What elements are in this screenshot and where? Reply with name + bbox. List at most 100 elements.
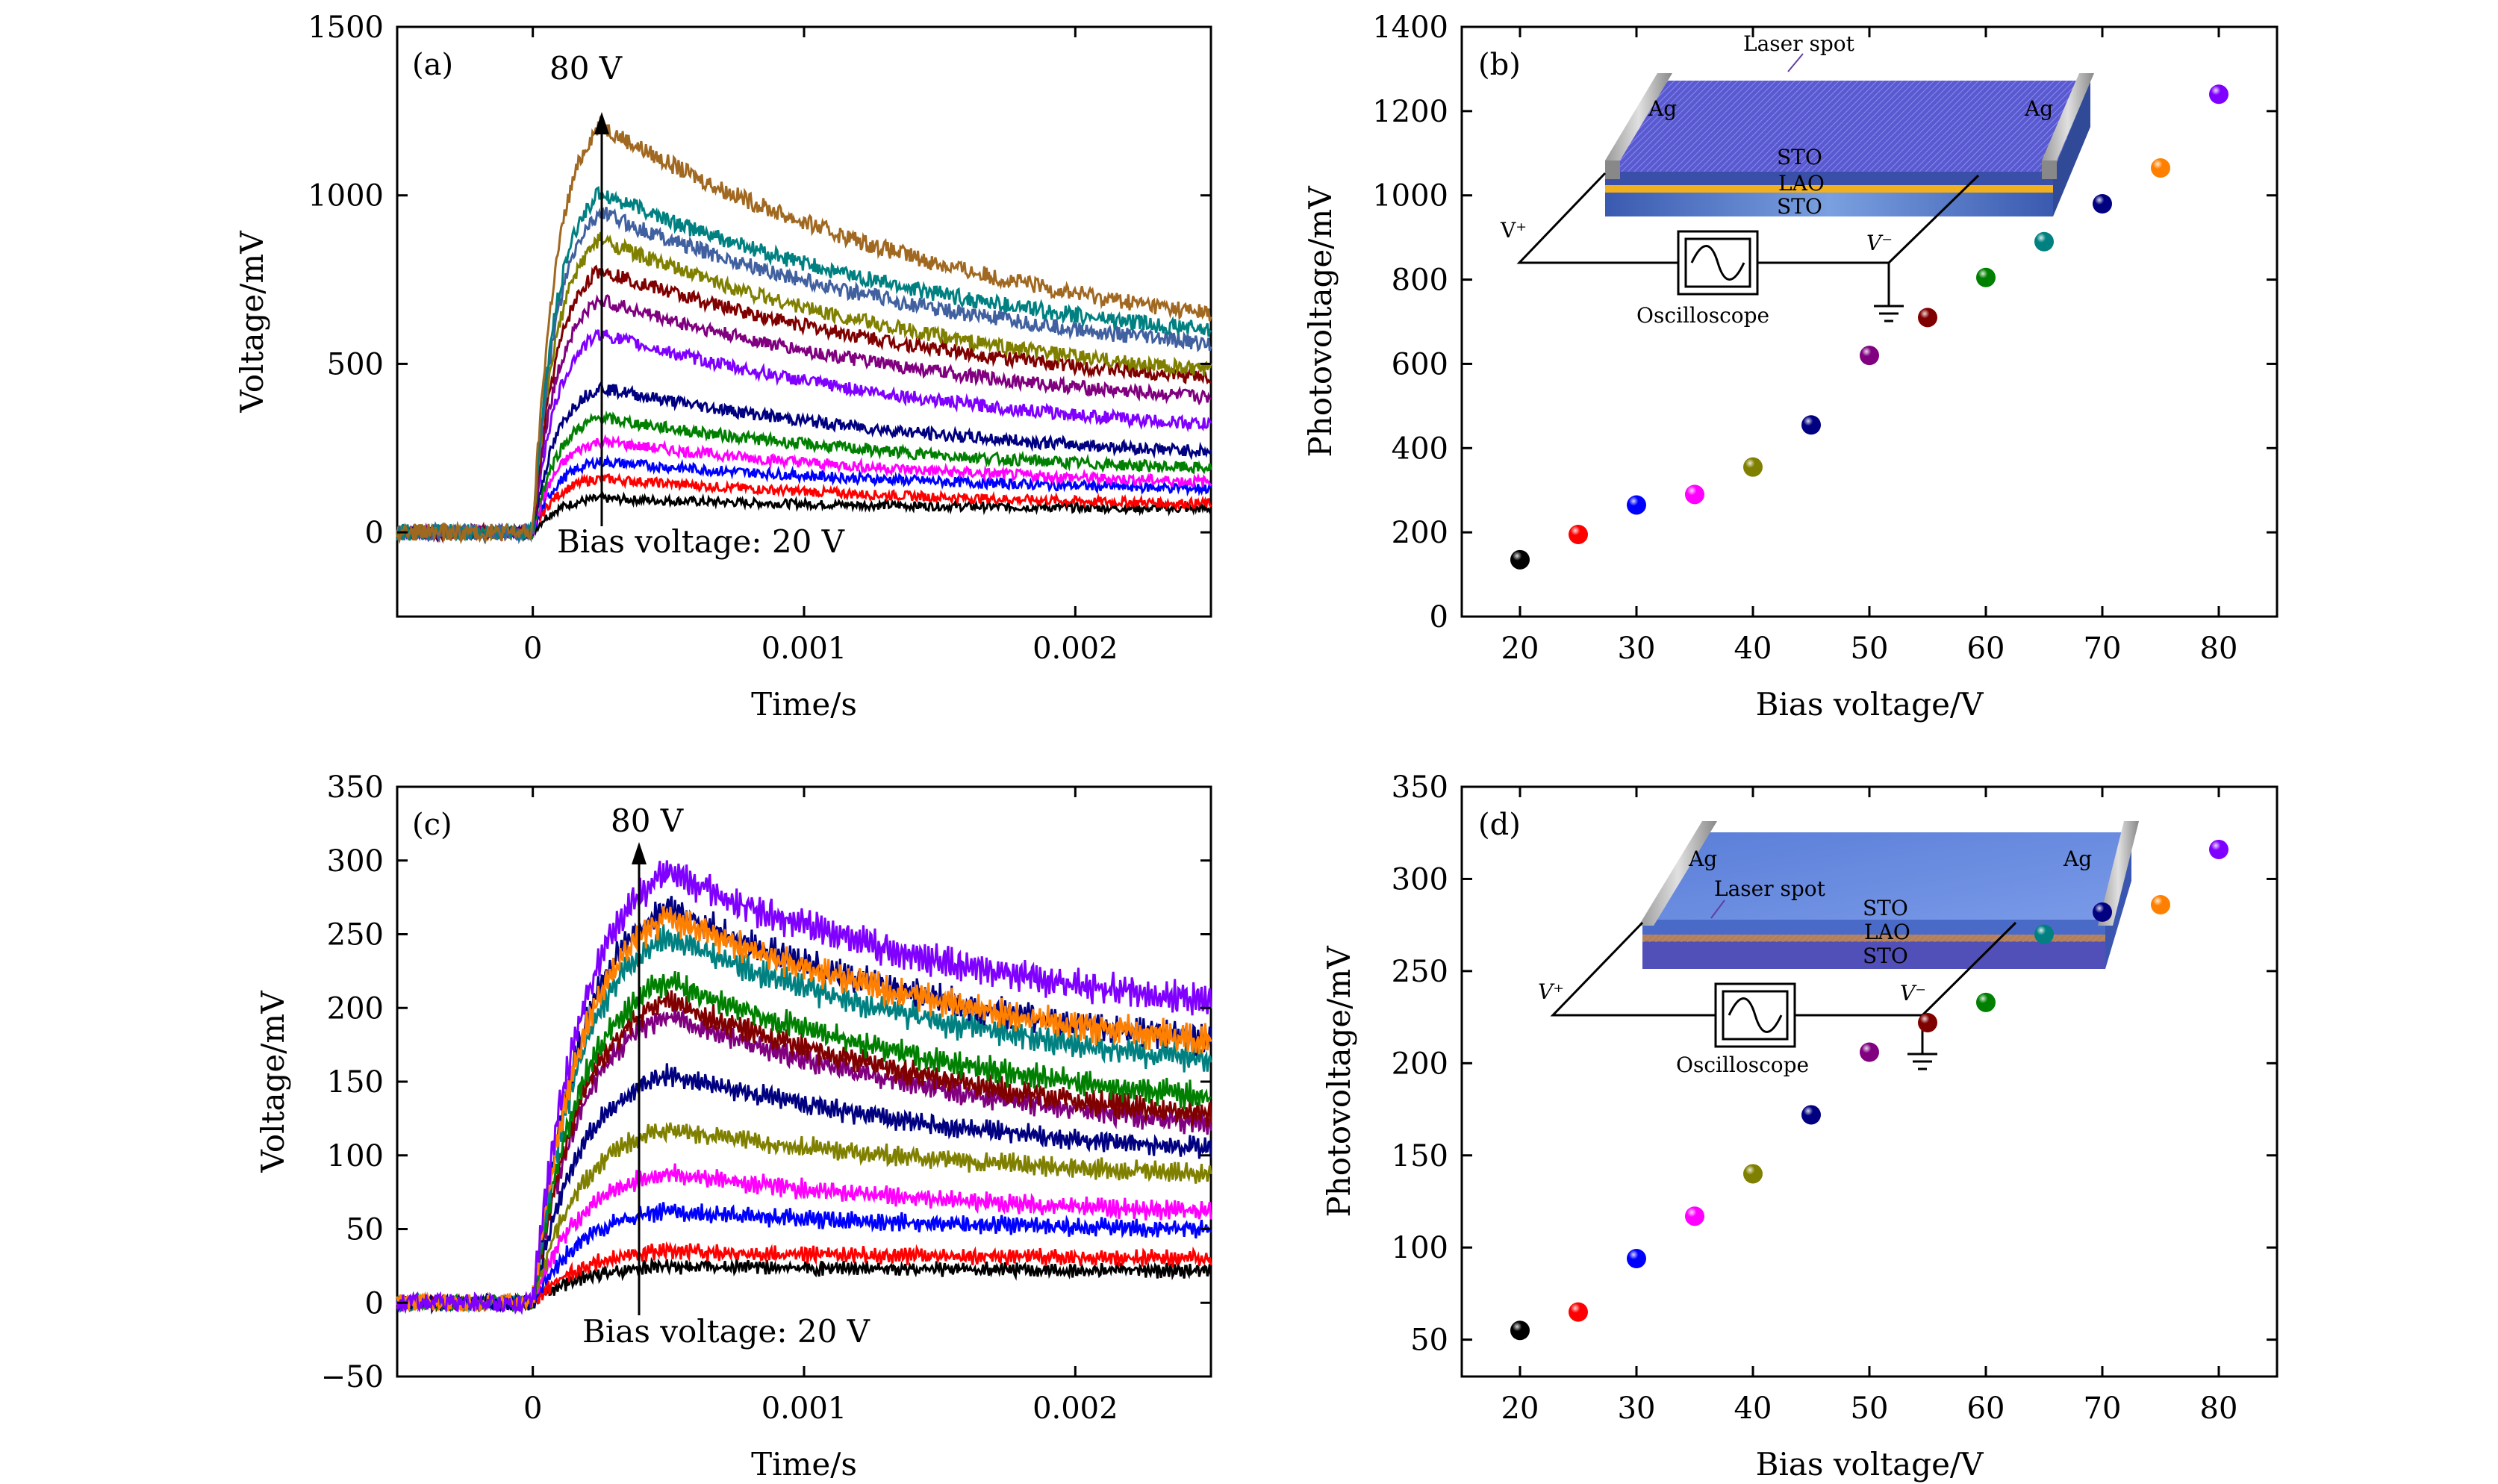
- x-tick-label: 20: [1501, 1391, 1539, 1426]
- annotation-top: 80 V: [549, 50, 623, 87]
- y-axis-title: Voltage/mV: [234, 231, 270, 414]
- y-tick-label: 200: [327, 991, 384, 1026]
- x-tick-label: 50: [1851, 1391, 1889, 1426]
- ag-electrode-left: [1639, 821, 1717, 926]
- y-tick-label: 350: [1392, 770, 1448, 805]
- data-point-highlight: [1918, 308, 1937, 328]
- y-tick-label: 200: [1392, 516, 1448, 550]
- ag-electrode-right: [2042, 73, 2094, 160]
- series-line-13: [396, 860, 1212, 1315]
- ag-electrode-right-front: [2042, 160, 2057, 179]
- data-point-highlight: [2151, 895, 2170, 914]
- panel-label: (c): [412, 808, 452, 842]
- y-tick-label: 250: [327, 918, 384, 953]
- y-axis-title: Photovoltage/mV: [1321, 946, 1357, 1218]
- axes: 0 0.001 0.002 0 500 1000 1500: [308, 10, 1211, 666]
- x-tick-label: 70: [2084, 632, 2122, 666]
- layer-sto-top-label: STO: [1863, 896, 1908, 920]
- y-tick-label: 1000: [1372, 179, 1448, 213]
- points-group: [1510, 839, 2228, 1341]
- series-line-11: [396, 206, 1212, 545]
- oscilloscope-label: Oscilloscope: [1676, 1053, 1809, 1077]
- ag-electrode-left-front: [1605, 160, 1620, 179]
- y-tick-label: −50: [321, 1360, 384, 1394]
- data-point-highlight: [1569, 1302, 1588, 1322]
- x-tick-label: 60: [1967, 632, 2005, 666]
- panel-label: (b): [1478, 48, 1521, 82]
- device-top-surface: [1642, 832, 2131, 920]
- data-point-highlight: [1569, 524, 1588, 544]
- y-tick-label: 100: [1392, 1231, 1448, 1265]
- x-tick-label: 40: [1734, 632, 1772, 666]
- series-line-13: [396, 116, 1212, 545]
- y-tick-label: 1500: [308, 10, 384, 45]
- x-tick-label: 50: [1851, 632, 1889, 666]
- oscilloscope-label: Oscilloscope: [1636, 303, 1769, 328]
- y-tick-label: 0: [365, 516, 384, 550]
- x-axis-title: Bias voltage/V: [1756, 1446, 1984, 1483]
- data-point-highlight: [1627, 1249, 1646, 1268]
- data-point-highlight: [2093, 194, 2112, 213]
- x-tick-label: 0.001: [761, 632, 847, 666]
- device-front-sto-top: [1642, 920, 2105, 935]
- y-tick-label: 50: [346, 1213, 384, 1247]
- device-front-lao: [1605, 185, 2053, 193]
- y-tick-label: 150: [327, 1065, 384, 1100]
- device-schematic-inset: Laser spot Ag Ag STO LAO STO V⁺ V⁻ Oscil…: [1538, 821, 2139, 1077]
- v-plus-label: V⁺: [1538, 979, 1564, 1004]
- device-top-surface: [1605, 81, 2090, 172]
- y-tick-label: 300: [327, 844, 384, 879]
- y-tick-label: 350: [327, 770, 384, 805]
- data-point-highlight: [2093, 902, 2112, 922]
- x-axis-title: Bias voltage/V: [1756, 686, 1984, 723]
- y-tick-label: 800: [1392, 264, 1448, 298]
- device-front-sto-bottom: [1605, 193, 2053, 216]
- trend-arrowhead: [632, 842, 647, 864]
- circuit-wire-right: [1756, 261, 1890, 306]
- sine-wave-icon: [1690, 245, 1745, 281]
- data-point-highlight: [1918, 1013, 1937, 1032]
- annotation-top: 80 V: [611, 802, 684, 839]
- circuit-wire-right-up: [1921, 921, 2017, 1017]
- ground-icon: [1874, 305, 1904, 322]
- x-tick-label: 30: [1618, 1391, 1656, 1426]
- data-point-highlight: [2034, 231, 2054, 252]
- v-minus-label: V⁻: [1866, 231, 1893, 255]
- x-tick-label: 20: [1501, 632, 1539, 666]
- panel-label: (d): [1478, 808, 1521, 842]
- data-point-highlight: [2151, 158, 2170, 178]
- layer-lao-label: LAO: [1778, 171, 1825, 196]
- data-point-highlight: [2209, 84, 2228, 105]
- circuit-wire-right-up: [1887, 174, 1980, 264]
- device-right-side: [2053, 81, 2090, 216]
- x-tick-label: 0.001: [761, 1391, 847, 1426]
- y-tick-label: 150: [1392, 1139, 1448, 1173]
- data-point-highlight: [1685, 1206, 1704, 1226]
- laser-pointer-line: [1710, 900, 1725, 919]
- y-tick-label: 400: [1392, 431, 1448, 466]
- device-lao-stripe: [1642, 935, 2105, 941]
- x-axis-title: Time/s: [751, 1446, 857, 1483]
- annotation-bottom: Bias voltage: 20 V: [582, 1313, 870, 1350]
- x-tick-label: 30: [1618, 632, 1656, 666]
- ag-right-label: Ag: [2063, 847, 2092, 871]
- y-tick-label: 1400: [1372, 10, 1448, 45]
- layer-sto-bottom-label: STO: [1777, 194, 1822, 219]
- y-tick-label: 300: [1392, 862, 1448, 897]
- panel-d-scatter-chart: 20 30 40 50 60 70 80 50 100 150 200 250 300 350 Laser…: [1321, 770, 2279, 1483]
- trend-arrowhead: [594, 112, 609, 134]
- x-tick-label: 70: [2084, 1391, 2122, 1426]
- ground-icon: [1907, 1053, 1937, 1070]
- y-tick-label: 1000: [308, 179, 384, 213]
- x-tick-label: 60: [1967, 1391, 2005, 1426]
- series-line-12: [396, 186, 1212, 542]
- points-group: [1510, 84, 2228, 570]
- series-group: [396, 116, 1212, 545]
- laser-spot-label: Laser spot: [1714, 876, 1826, 901]
- y-tick-label: 500: [327, 347, 384, 381]
- x-tick-label: 40: [1734, 1391, 1772, 1426]
- y-tick-label: 0: [365, 1286, 384, 1321]
- axes: 20 30 40 50 60 70 80 50 100 150 200 250 300 350: [1392, 770, 2277, 1426]
- data-point-highlight: [1860, 346, 1879, 366]
